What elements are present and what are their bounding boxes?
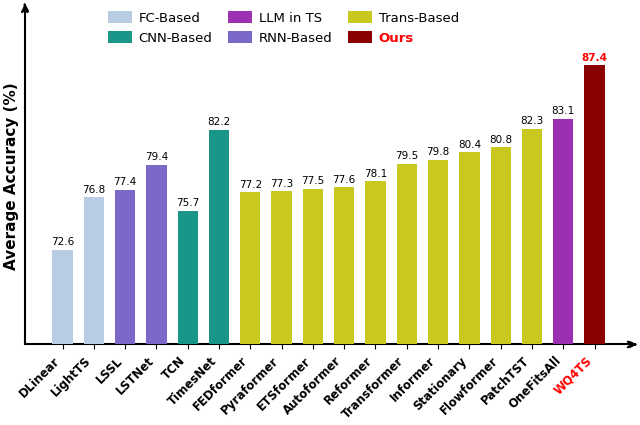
Bar: [52, 249, 73, 425]
Bar: [365, 181, 386, 425]
Text: 80.8: 80.8: [489, 135, 512, 145]
Bar: [240, 192, 260, 425]
Text: 80.4: 80.4: [458, 140, 481, 150]
Text: 82.3: 82.3: [520, 116, 543, 126]
Text: 77.2: 77.2: [239, 180, 262, 190]
Bar: [490, 147, 511, 425]
Text: 77.6: 77.6: [333, 175, 356, 185]
Bar: [553, 119, 573, 425]
Text: 79.4: 79.4: [145, 152, 168, 162]
Bar: [84, 197, 104, 425]
Bar: [271, 191, 292, 425]
Bar: [209, 130, 229, 425]
Legend: FC-Based, CNN-Based, LLM in TS, RNN-Based, Trans-Based, Ours: FC-Based, CNN-Based, LLM in TS, RNN-Base…: [104, 8, 463, 49]
Text: 75.7: 75.7: [176, 198, 199, 209]
Text: 87.4: 87.4: [582, 53, 607, 62]
Text: 77.4: 77.4: [113, 177, 137, 187]
Text: 82.2: 82.2: [207, 117, 230, 128]
Bar: [334, 187, 355, 425]
Text: 76.8: 76.8: [82, 185, 106, 195]
Bar: [303, 189, 323, 425]
Bar: [522, 129, 542, 425]
Text: 72.6: 72.6: [51, 237, 74, 247]
Bar: [115, 190, 135, 425]
Y-axis label: Average Accuracy (%): Average Accuracy (%): [4, 82, 19, 270]
Text: 77.3: 77.3: [270, 178, 293, 189]
Bar: [397, 164, 417, 425]
Text: 78.1: 78.1: [364, 169, 387, 178]
Bar: [584, 65, 605, 425]
Bar: [177, 211, 198, 425]
Bar: [460, 152, 479, 425]
Bar: [146, 165, 166, 425]
Bar: [428, 160, 448, 425]
Text: 79.8: 79.8: [426, 147, 450, 157]
Text: 83.1: 83.1: [552, 106, 575, 116]
Text: 79.5: 79.5: [395, 151, 419, 161]
Text: 77.5: 77.5: [301, 176, 324, 186]
